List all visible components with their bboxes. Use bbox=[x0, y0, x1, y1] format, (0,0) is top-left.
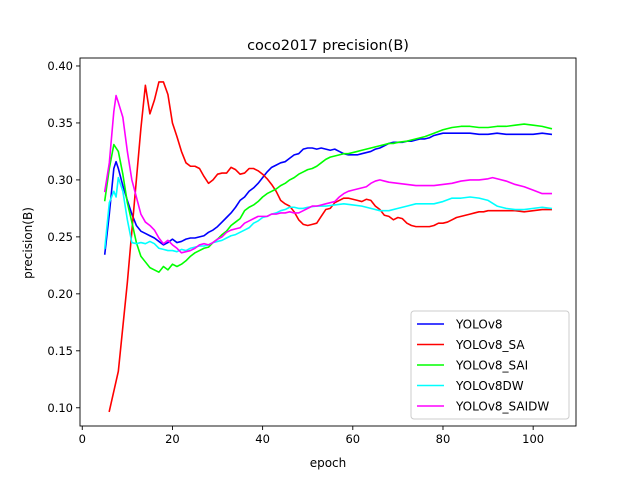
legend-label: YOLOv8_SA bbox=[455, 338, 525, 352]
series-line-yolov8-sai bbox=[103, 123, 553, 273]
series-line-yolov8-sa bbox=[108, 81, 552, 413]
x-axis-label: epoch bbox=[310, 456, 347, 470]
legend-label: YOLOv8_SAI bbox=[455, 359, 528, 373]
legend-label: YOLOv8 bbox=[455, 318, 503, 332]
y-tick-label: 0.25 bbox=[47, 230, 73, 244]
x-tick-label: 100 bbox=[522, 432, 544, 446]
series-layer bbox=[103, 81, 553, 413]
x-tick-label: 80 bbox=[436, 432, 451, 446]
series-line-yolov8 bbox=[103, 132, 553, 255]
y-tick-label: 0.35 bbox=[47, 116, 73, 130]
x-tick-label: 0 bbox=[79, 432, 86, 446]
y-tick-label: 0.20 bbox=[47, 287, 73, 301]
x-tick-label: 60 bbox=[345, 432, 360, 446]
legend-box bbox=[410, 310, 570, 420]
chart-title: coco2017 precision(B) bbox=[247, 38, 409, 54]
axes-layer: 0 20 40 60 80 100 0.10 0.15 0.20 0.25 0.30 0.35 0.40 bbox=[47, 57, 577, 446]
x-tick-label: 40 bbox=[255, 432, 270, 446]
y-tick-label: 0.10 bbox=[47, 401, 73, 415]
y-tick-label: 0.15 bbox=[47, 344, 73, 358]
y-tick-label: 0.40 bbox=[47, 59, 73, 73]
series-line-yolov8-saidw bbox=[103, 94, 552, 254]
x-tick-label: 20 bbox=[165, 432, 180, 446]
plot-frame bbox=[79, 57, 577, 427]
legend-label: YOLOv8DW bbox=[455, 379, 524, 393]
y-tick-label: 0.30 bbox=[47, 173, 73, 187]
legend: YOLOv8 YOLOv8_SA YOLOv8_SAI YOLOv8DW YOLOv8_… bbox=[410, 310, 570, 420]
y-axis-label: precision(B) bbox=[21, 207, 35, 279]
legend-label: YOLOv8_SAIDW bbox=[455, 400, 549, 414]
